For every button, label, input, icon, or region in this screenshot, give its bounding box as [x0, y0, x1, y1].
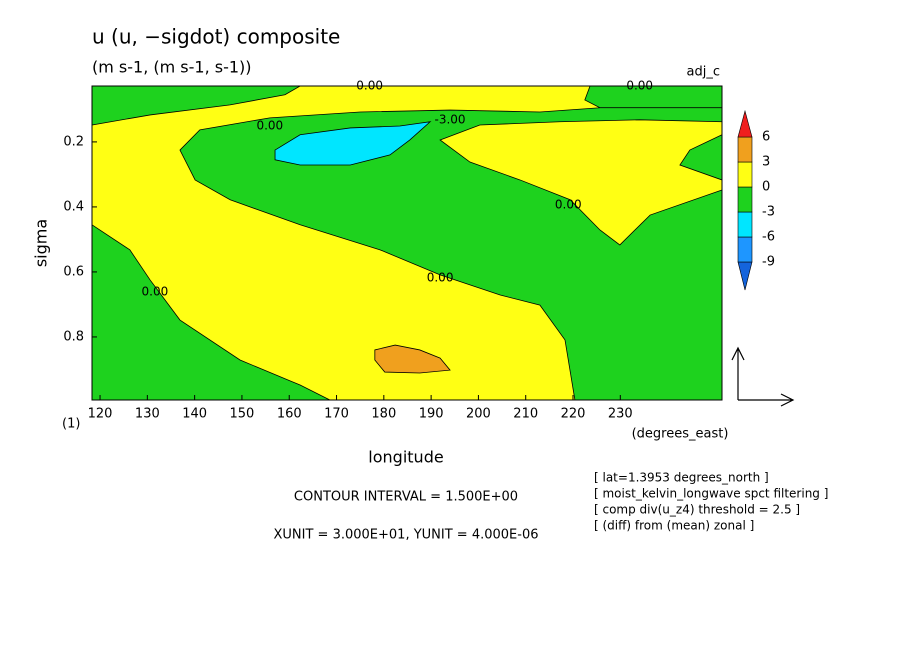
contour-label: 0.00: [555, 197, 582, 211]
colorbar-label: -6: [762, 230, 775, 245]
colorbar-swatch: [737, 186, 753, 213]
x-tick-label: 230: [608, 407, 633, 422]
x-tick-label: 180: [371, 407, 396, 422]
contour-label: 0.00: [427, 270, 454, 284]
x-tick-label: 140: [182, 407, 207, 422]
y-tick-label: 0.8: [63, 329, 84, 344]
plot-area: 0.00 0.00 0.00 -3.00 0.00 0.00 0.00 120 130 140 15…: [63, 79, 723, 422]
chart-subtitle: (m s-1, (m s-1, s-1)): [92, 58, 252, 77]
ref-arrow-up: [731, 346, 745, 400]
y-tick-label: 0.2: [63, 134, 84, 149]
chart-title: u (u, −sigdot) composite: [92, 25, 340, 49]
x-tick-label: 120: [88, 407, 113, 422]
colorbar: -9 -6 -3 0 3 6: [737, 109, 775, 291]
ref-arrow-right: [738, 393, 795, 407]
colorbar-label: -3: [762, 205, 775, 220]
x-tick-label: 190: [419, 407, 444, 422]
colorbar-label: 6: [762, 130, 770, 145]
x-tick-label: 220: [561, 407, 586, 422]
notes: [ lat=1.3953 degrees_north ] [ moist_kelv…: [594, 471, 828, 533]
x-tick-label: 210: [513, 407, 538, 422]
reference-vector: [731, 346, 795, 407]
x-tick-label: 160: [277, 407, 302, 422]
colorbar-label: 0: [762, 180, 770, 195]
note-line: [ comp div(u_z4) threshold = 2.5 ]: [594, 503, 800, 517]
y-axis-label: sigma: [32, 219, 51, 267]
tag: adj_c: [687, 65, 720, 80]
vector-units: XUNIT = 3.000E+01, YUNIT = 4.000E-06: [274, 528, 539, 543]
x-axis-unit: (degrees_east): [632, 427, 729, 442]
colorbar-swatch: [737, 236, 753, 263]
filled-region: [274, 121, 432, 166]
colorbar-label: -9: [762, 255, 775, 270]
x-tick-label: 150: [230, 407, 255, 422]
note-line: [ lat=1.3953 degrees_north ]: [594, 471, 769, 485]
x-axis-label: longitude: [368, 448, 443, 467]
colorbar-swatch: [737, 109, 753, 138]
x-tick-label: 130: [135, 407, 160, 422]
colorbar-swatch: [737, 211, 753, 238]
note-line: [ (diff) from (mean) zonal ]: [594, 519, 754, 533]
x-tick-label: 200: [466, 407, 491, 422]
note-line: [ moist_kelvin_longwave spct filtering ]: [594, 487, 828, 501]
contour-label: 0.00: [142, 285, 169, 299]
contour-label: 0.00: [256, 118, 283, 132]
plot-frame: [91, 85, 723, 401]
contour-interval: CONTOUR INTERVAL = 1.500E+00: [294, 490, 518, 505]
colorbar-swatch: [737, 161, 753, 188]
y-tick-label: 0.6: [63, 264, 84, 279]
colorbar-label: 3: [762, 155, 770, 170]
filled-region: [374, 344, 451, 374]
x-tick-label: 170: [324, 407, 349, 422]
contour-label: 0.00: [356, 79, 383, 93]
contour-label: 0.00: [626, 79, 653, 93]
filled-region: [584, 85, 723, 109]
contour-label: -3.00: [435, 112, 466, 126]
colorbar-swatch: [737, 136, 753, 163]
y-tick-label: 0.4: [63, 199, 84, 214]
y-axis-note: (1): [62, 417, 80, 432]
